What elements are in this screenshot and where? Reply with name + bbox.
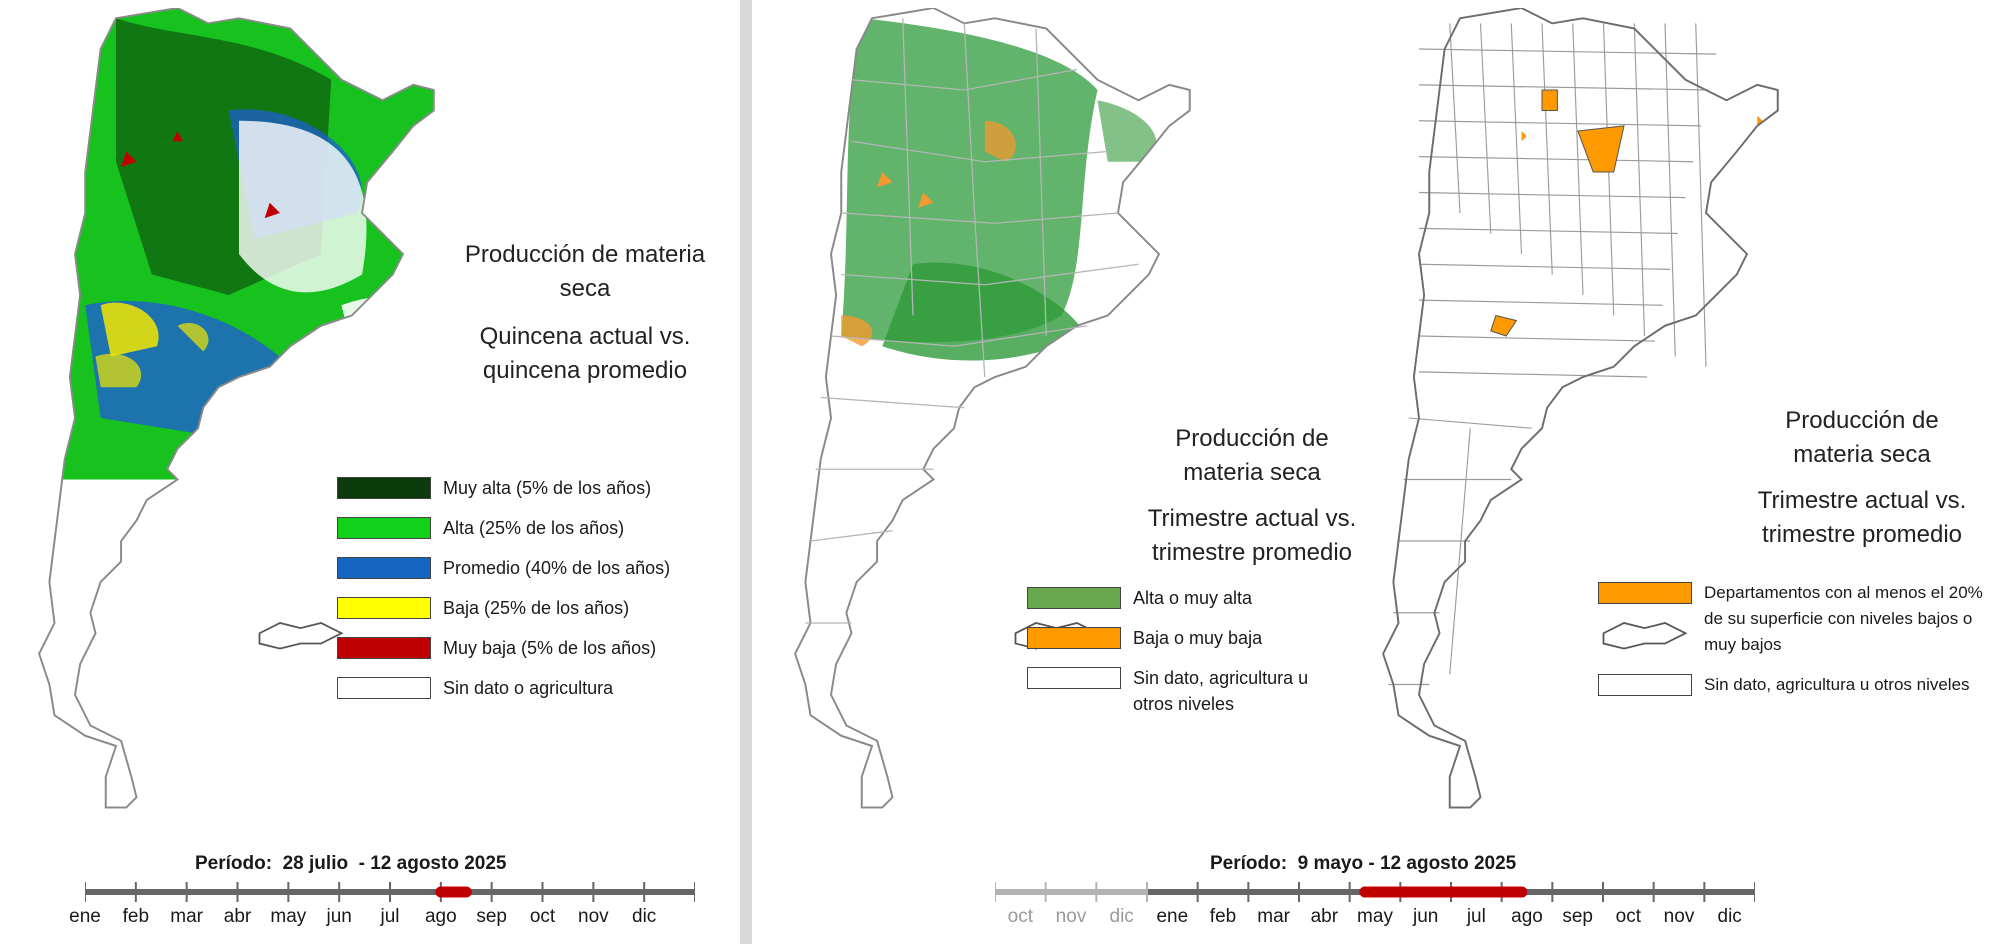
right-month-label: dic — [1109, 906, 1134, 927]
right-subtitle-line1: Trimestre actual vs. — [1757, 487, 1967, 514]
right-month-label: nov — [1663, 906, 1695, 927]
middle-legend-swatch — [1027, 627, 1121, 649]
right-month-label: may — [1357, 906, 1393, 927]
right-month-label: jun — [1412, 906, 1439, 927]
left-legend-label: Baja (25% de los años) — [443, 598, 630, 618]
right-month-label: mar — [1257, 906, 1291, 927]
right-title-line1: Producción de — [1785, 407, 1939, 434]
left-legend-item: Baja (25% de los años) — [337, 595, 697, 621]
left-title-line2: seca — [559, 275, 611, 302]
left-month-label: jun — [326, 906, 352, 927]
left-month-label: dic — [632, 906, 657, 927]
left-legend-swatch — [337, 637, 431, 659]
left-legend-label: Muy alta (5% de los años) — [443, 478, 652, 498]
right-month-label: oct — [1615, 906, 1642, 927]
right-period-label: Período: 9 mayo - 12 agosto 2025 — [1210, 853, 1517, 874]
left-legend-label: Sin dato o agricultura — [443, 678, 614, 698]
middle-title: Producción de materia seca Trimestre act… — [1137, 422, 1367, 570]
left-month-label: sep — [476, 906, 507, 927]
middle-title-line2: materia seca — [1183, 459, 1321, 486]
middle-subtitle-line2: trimestre promedio — [1151, 539, 1353, 566]
left-legend-item: Muy baja (5% de los años) — [337, 635, 697, 661]
right-month-label: oct — [1007, 906, 1034, 927]
left-title-line1: Producción de materia — [464, 241, 706, 268]
argentina-map-biweekly — [38, 8, 435, 809]
left-timeline: ene feb mar abr may jun jul ago sep oct nov dic — [69, 880, 695, 940]
left-month-label: abr — [223, 906, 252, 927]
left-month-label: ago — [424, 906, 457, 927]
right-legend-swatch — [1598, 582, 1692, 604]
left-month-label: oct — [529, 906, 556, 927]
right-month-label: abr — [1310, 906, 1339, 927]
right-month-label: ene — [1156, 906, 1189, 927]
left-panel: Producción de materia seca Quincena actu… — [0, 0, 740, 944]
right-legend: Departamentos con al menos el 20% de su … — [1598, 580, 1993, 712]
middle-legend: Alta o muy alta Baja o muy baja Sin dato, … — [1027, 585, 1347, 731]
left-subtitle-line2: quincena promedio — [482, 357, 688, 384]
right-month-label: sep — [1562, 906, 1593, 927]
left-legend-item: Muy alta (5% de los años) — [337, 475, 697, 501]
right-month-label: jul — [1466, 906, 1486, 927]
right-legend-item: Sin dato, agricultura u otros niveles — [1598, 672, 1993, 698]
middle-legend-item: Sin dato, agricultura u otros niveles — [1027, 665, 1347, 717]
middle-legend-item: Baja o muy baja — [1027, 625, 1347, 651]
left-legend-item: Alta (25% de los años) — [337, 515, 697, 541]
middle-legend-label: Alta o muy alta — [1133, 588, 1253, 608]
middle-legend-item: Alta o muy alta — [1027, 585, 1347, 611]
left-legend: Muy alta (5% de los años) Alta (25% de lo… — [337, 475, 697, 715]
left-legend-item: Promedio (40% de los años) — [337, 555, 697, 581]
middle-legend-label: Baja o muy baja — [1133, 628, 1263, 648]
right-month-label: nov — [1055, 906, 1087, 927]
right-timeline: oct nov dic ene feb mar abr may jun jul ago sep oct n… — [995, 880, 1755, 940]
left-month-label: mar — [170, 906, 204, 927]
right-title: Producción de materia seca Trimestre act… — [1737, 404, 1987, 552]
middle-legend-swatch — [1027, 587, 1121, 609]
left-month-label: nov — [578, 906, 609, 927]
left-month-label: may — [270, 906, 307, 927]
middle-legend-label: Sin dato, agricultura u otros niveles — [1133, 668, 1309, 714]
left-legend-swatch — [337, 597, 431, 619]
argentina-map-quarterly-pixels — [794, 8, 1191, 809]
left-period-label: Período: 28 julio - 12 agosto 2025 — [195, 853, 507, 874]
right-month-label: ago — [1511, 906, 1543, 927]
right-legend-item: Departamentos con al menos el 20% de su … — [1598, 580, 1993, 658]
right-month-label: feb — [1209, 906, 1237, 927]
left-title: Producción de materia seca Quincena actu… — [455, 238, 715, 388]
left-subtitle-line1: Quincena actual vs. — [479, 323, 691, 350]
left-legend-label: Muy baja (5% de los años) — [443, 638, 657, 658]
right-month-label: dic — [1717, 906, 1742, 927]
right-panel: Producción de materia seca Trimestre act… — [752, 0, 2001, 944]
middle-subtitle-line1: Trimestre actual vs. — [1147, 505, 1357, 532]
right-legend-swatch — [1598, 674, 1692, 696]
left-legend-item: Sin dato o agricultura — [337, 675, 697, 701]
left-legend-swatch — [337, 477, 431, 499]
argentina-map-departments — [1382, 8, 1779, 809]
left-legend-label: Promedio (40% de los años) — [443, 558, 671, 578]
right-subtitle-line2: trimestre promedio — [1761, 521, 1963, 548]
left-month-label: feb — [122, 906, 150, 927]
left-legend-swatch — [337, 677, 431, 699]
middle-title-line1: Producción de — [1175, 425, 1329, 452]
left-month-label: jul — [380, 906, 400, 927]
right-legend-label: Departamentos con al menos el 20% de su … — [1704, 583, 1983, 654]
right-timeline-bar — [995, 882, 1755, 902]
panel-divider — [740, 0, 752, 944]
left-legend-swatch — [337, 557, 431, 579]
left-timeline-bar — [85, 882, 695, 902]
right-legend-label: Sin dato, agricultura u otros niveles — [1704, 675, 1970, 694]
left-legend-swatch — [337, 517, 431, 539]
middle-legend-swatch — [1027, 667, 1121, 689]
left-legend-label: Alta (25% de los años) — [443, 518, 625, 538]
left-month-label: ene — [69, 906, 101, 927]
right-title-line2: materia seca — [1793, 441, 1931, 468]
